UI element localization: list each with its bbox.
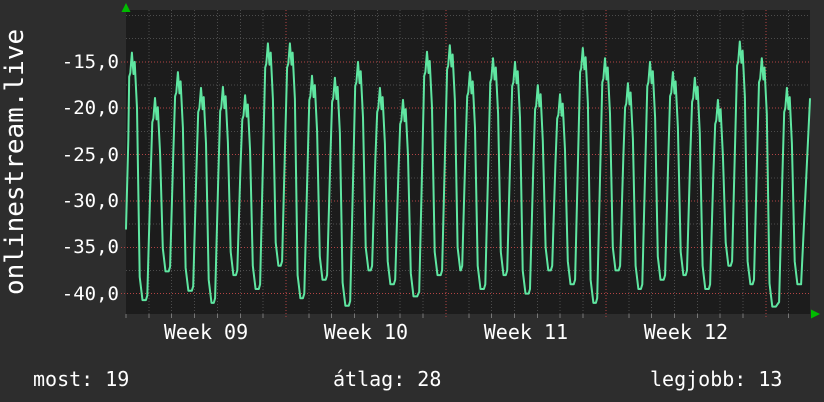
y-axis-tick-label: -35,0	[61, 236, 119, 259]
watermark-vertical-label: onlinestream.live	[0, 28, 30, 296]
x-axis-week-label: Week 12	[643, 320, 729, 344]
y-axis-tick-label: -30,0	[61, 189, 119, 212]
data-series-line	[125, 40, 811, 308]
y-axis-tick-label: -25,0	[61, 143, 119, 166]
stat-now: most: 19	[33, 367, 130, 391]
y-axis-tick-label: -15,0	[61, 50, 119, 73]
x-axis-week-label: Week 09	[163, 320, 249, 344]
axis-ticks	[125, 314, 790, 318]
stat-average: átlag: 28	[333, 367, 442, 391]
y-axis-tick-label: -20,0	[61, 97, 119, 120]
stat-best: legjobb: 13	[650, 367, 783, 391]
x-axis-week-label: Week 11	[483, 320, 569, 344]
y-axis-tick-label: -40,0	[61, 282, 119, 305]
x-axis-week-label: Week 10	[323, 320, 409, 344]
axis-arrow-icons	[121, 3, 820, 319]
